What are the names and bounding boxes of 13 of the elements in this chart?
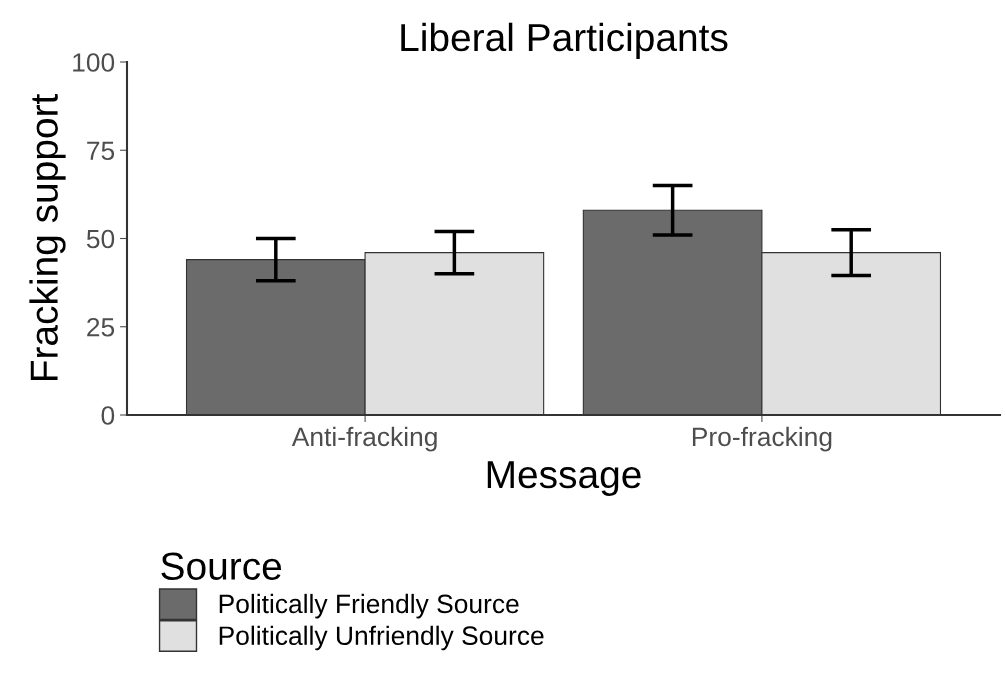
y-tick-label: 0 [101, 406, 115, 425]
legend-label: Politically Friendly Source [219, 593, 519, 619]
x-axis-title: Message [487, 461, 641, 496]
y-tick-label: 75 [87, 141, 115, 161]
y-tick-label: 100 [73, 53, 115, 72]
chart-title: Liberal Participants [401, 22, 728, 59]
legend-title: Source [161, 552, 282, 580]
x-tick-label: Anti-fracking [291, 426, 437, 452]
legend-label: Politically Unfriendly Source [219, 625, 544, 651]
y-tick-label: 50 [86, 229, 115, 249]
y-axis-title: Fracking support [29, 93, 66, 381]
x-tick-label: Pro-fracking [692, 426, 832, 452]
y-tick-label: 25 [87, 317, 115, 337]
